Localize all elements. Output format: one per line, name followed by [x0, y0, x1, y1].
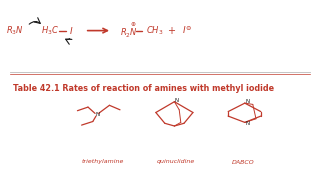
- Text: Table 42.1 Rates of reaction of amines with methyl iodide: Table 42.1 Rates of reaction of amines w…: [13, 84, 274, 93]
- Text: $+$: $+$: [167, 25, 176, 36]
- Text: $R_2\overset{\oplus}{N}$: $R_2\overset{\oplus}{N}$: [120, 21, 138, 40]
- Text: $R_3N$: $R_3N$: [6, 24, 24, 37]
- Text: $I^{\ominus}$: $I^{\ominus}$: [182, 25, 193, 36]
- Text: quinuclidine: quinuclidine: [157, 159, 195, 165]
- Text: $CH_3$: $CH_3$: [146, 24, 163, 37]
- Text: $H_3C$: $H_3C$: [41, 24, 59, 37]
- Text: $I$: $I$: [69, 25, 73, 36]
- Text: N: N: [246, 99, 250, 104]
- Text: DABCO: DABCO: [232, 159, 254, 165]
- Text: N: N: [175, 98, 179, 103]
- Text: N: N: [96, 112, 100, 117]
- Text: N: N: [246, 121, 250, 126]
- Text: triethylamine: triethylamine: [81, 159, 124, 165]
